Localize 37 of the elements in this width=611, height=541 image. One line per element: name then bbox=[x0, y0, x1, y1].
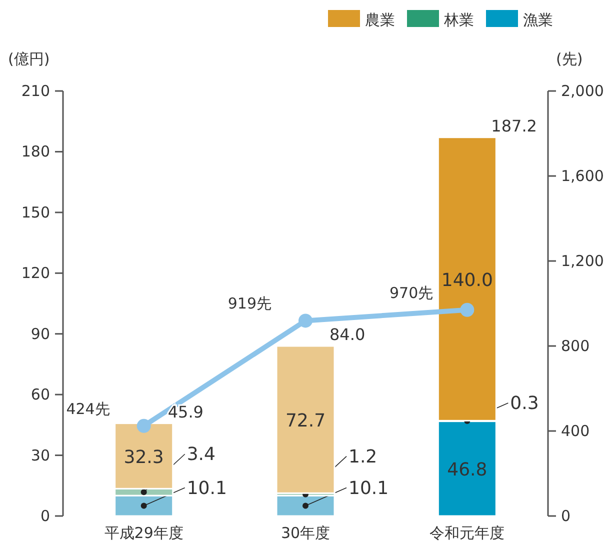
data-label: 10.1 bbox=[348, 478, 389, 499]
y-axis-title: (億円) bbox=[8, 50, 50, 68]
total-label: 84.0 bbox=[330, 325, 366, 344]
data-label: 46.8 bbox=[447, 460, 488, 481]
x-tick-label: 30年度 bbox=[280, 524, 330, 541]
data-label: 424先 bbox=[66, 400, 110, 418]
y2-tick-label: 0 bbox=[561, 507, 571, 525]
data-label: 970先 bbox=[390, 284, 434, 302]
y-tick-label: 60 bbox=[30, 386, 50, 404]
y2-tick-label: 400 bbox=[561, 422, 590, 440]
data-label: 919先 bbox=[228, 294, 272, 313]
y-tick-label: 210 bbox=[21, 82, 50, 100]
y-tick-label: 0 bbox=[40, 507, 50, 525]
y-tick-label: 150 bbox=[21, 203, 50, 222]
y-tick-label: 30 bbox=[30, 446, 50, 464]
y2-tick-label: 1,200 bbox=[561, 252, 604, 270]
legend-label: 林業 bbox=[443, 11, 474, 29]
data-label: 1.2 bbox=[348, 446, 378, 468]
legend-label: 漁業 bbox=[523, 11, 553, 29]
x-tick-label: 平成29年度 bbox=[104, 524, 184, 541]
y2-tick-label: 2,000 bbox=[561, 82, 604, 100]
x-tick-label: 令和元年度 bbox=[430, 524, 505, 541]
y2-tick-label: 1,600 bbox=[561, 167, 604, 185]
data-label: 140.0 bbox=[441, 270, 493, 292]
total-label: 45.9 bbox=[168, 402, 204, 422]
data-label: 0.3 bbox=[510, 392, 539, 414]
y-tick-label: 90 bbox=[30, 324, 50, 343]
y2-axis-title: (先) bbox=[556, 50, 583, 68]
data-label: 10.1 bbox=[186, 478, 227, 499]
legend-label: 農業 bbox=[365, 11, 395, 29]
total-label: 187.2 bbox=[491, 116, 537, 136]
y-tick-label: 180 bbox=[21, 142, 50, 161]
data-label: 72.7 bbox=[285, 410, 326, 432]
data-label: 3.4 bbox=[186, 444, 216, 466]
data-label: 32.3 bbox=[124, 446, 164, 468]
y-tick-label: 120 bbox=[21, 264, 50, 282]
y2-tick-label: 800 bbox=[561, 337, 590, 355]
